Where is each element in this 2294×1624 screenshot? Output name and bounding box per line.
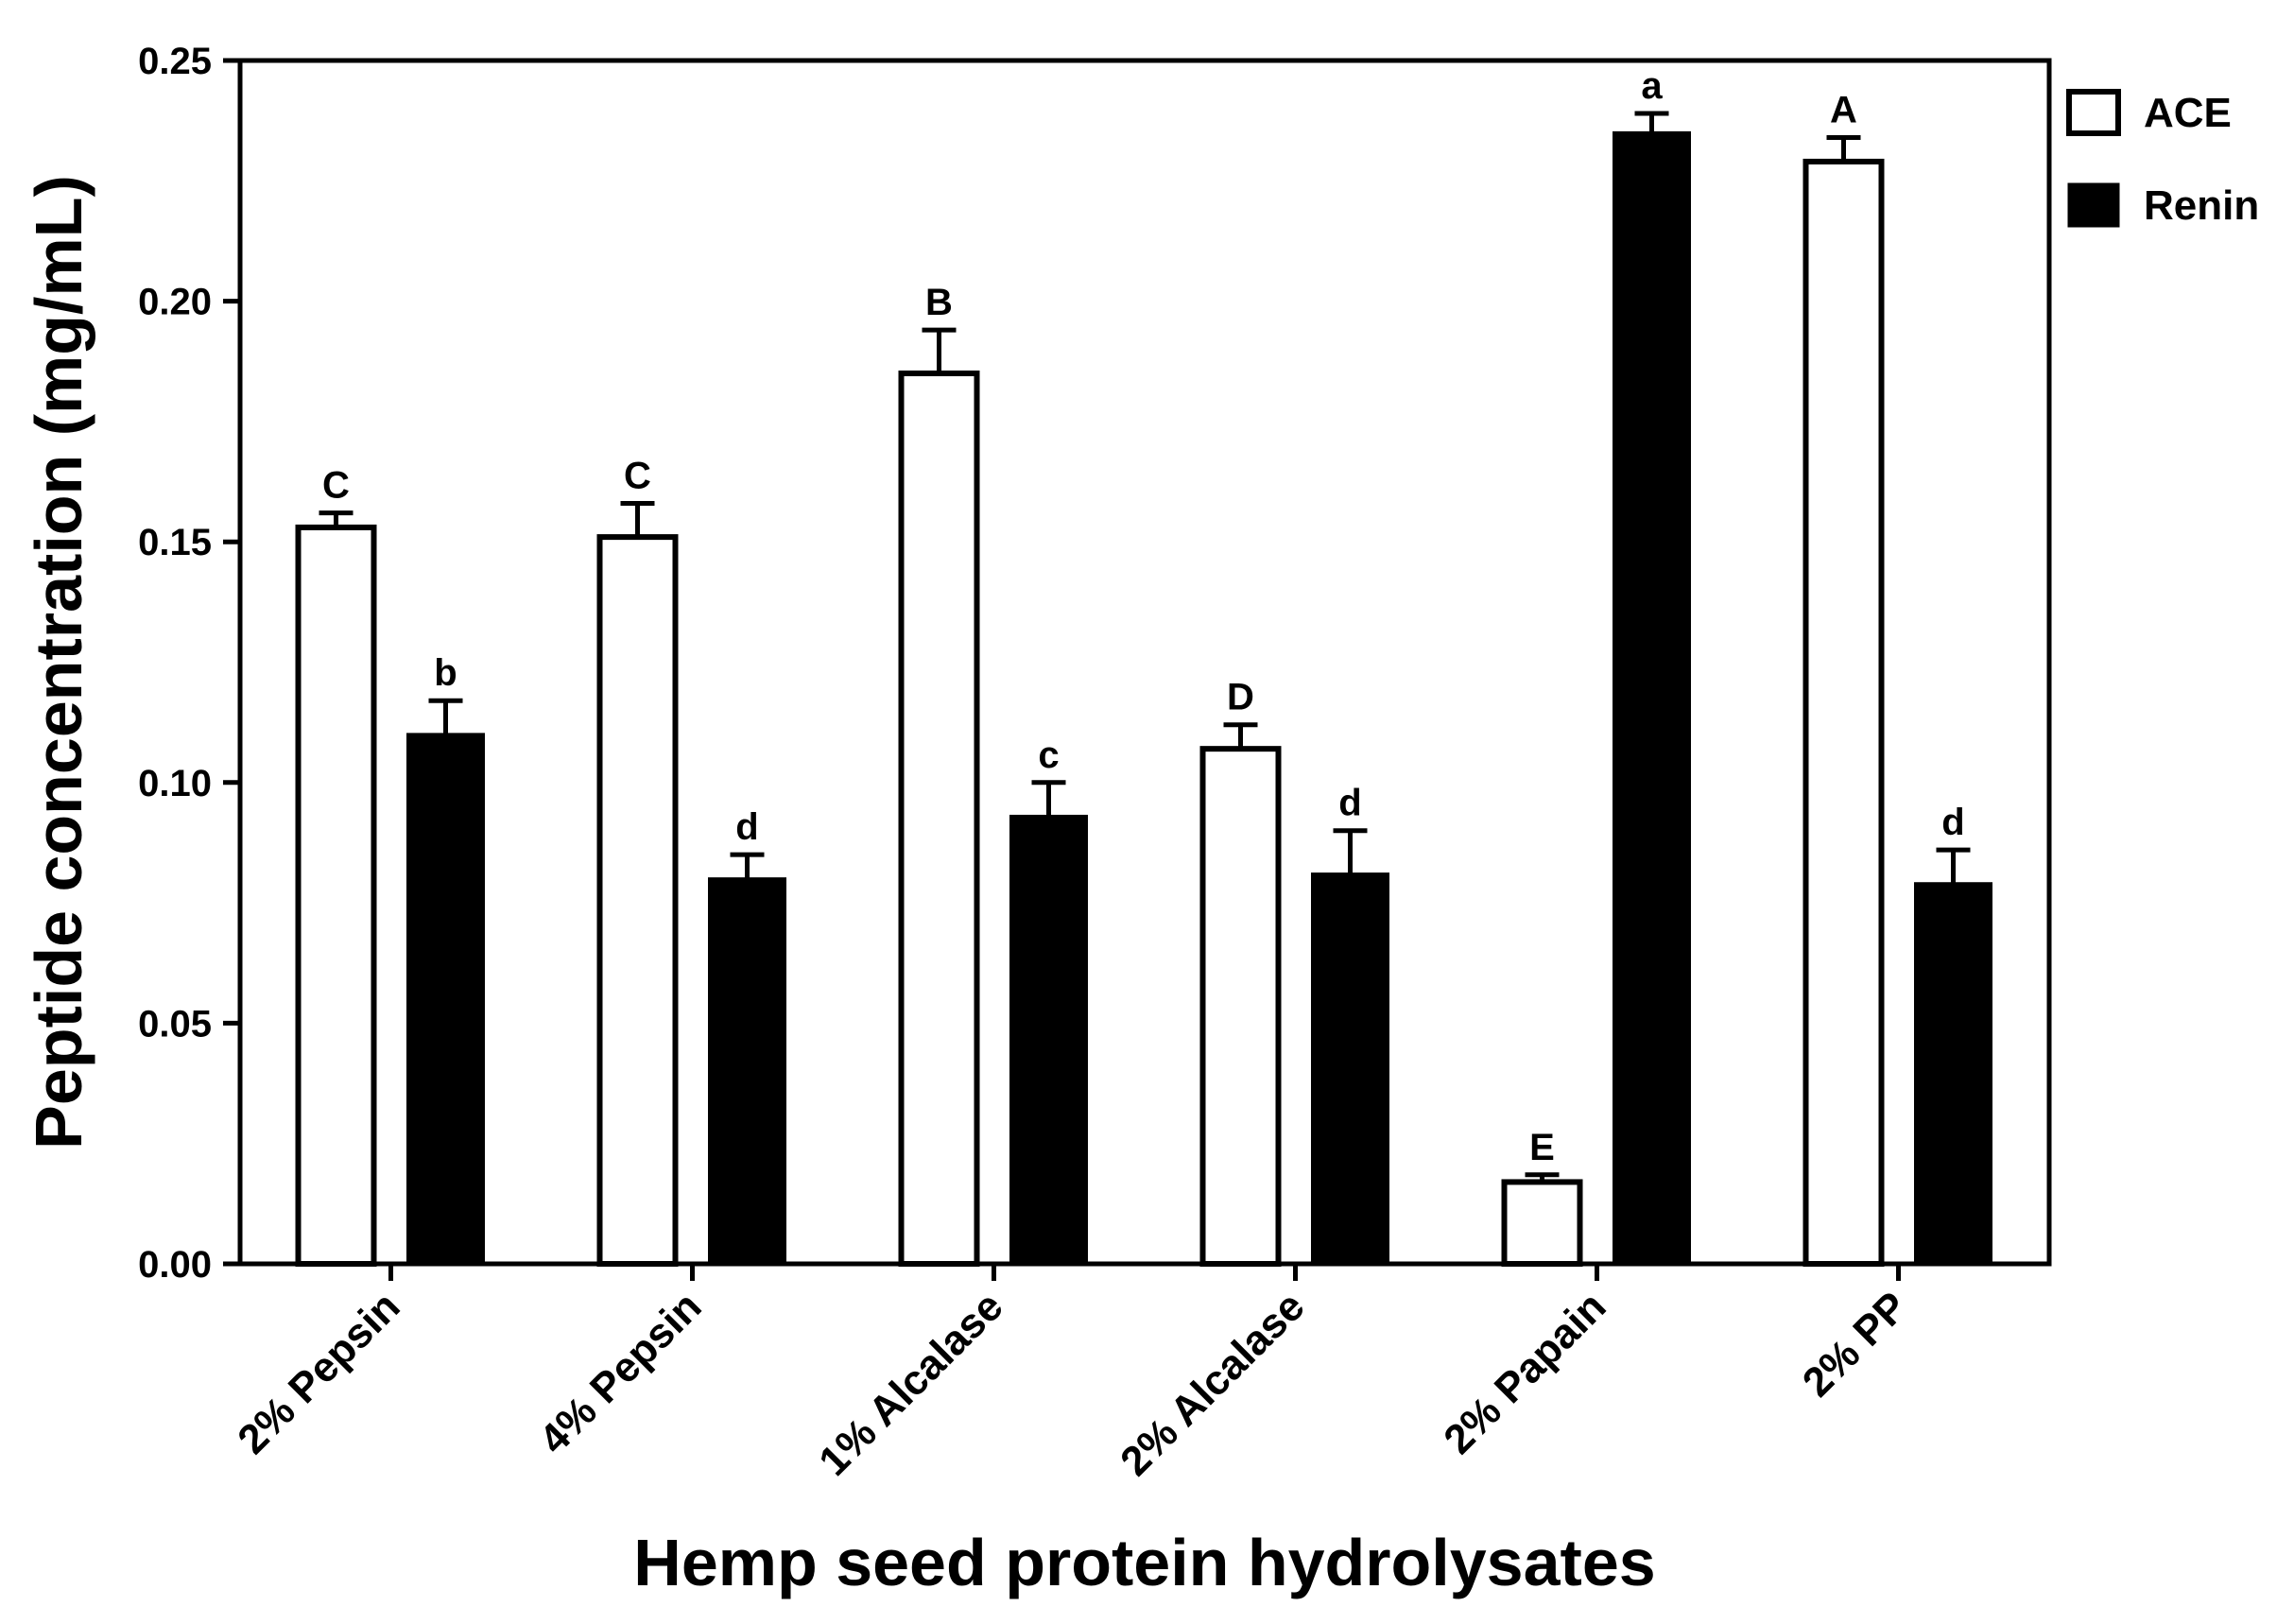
bar-ace [596, 534, 679, 1267]
significance-label: d [735, 806, 758, 848]
x-tick-label: 2% PP [1794, 1283, 1917, 1406]
y-tick-label: 0.15 [138, 522, 212, 563]
significance-label: c [1038, 734, 1059, 776]
legend-label: Renin [2144, 182, 2259, 229]
legend: ACE Renin [2066, 89, 2259, 229]
significance-label: A [1830, 89, 1857, 130]
bar-ace [1802, 158, 1885, 1267]
y-axis-title: Peptide concentration (mg/mL) [22, 175, 95, 1149]
bar-ace [1501, 1179, 1583, 1268]
significance-label: B [925, 282, 953, 323]
y-tick-label: 0.10 [138, 763, 212, 804]
bar-renin [1914, 882, 1992, 1266]
x-tick-label: 4% Pepsin [530, 1283, 710, 1462]
y-tick-label: 0.25 [138, 41, 212, 82]
significance-label: C [322, 465, 350, 507]
significance-label: d [1338, 783, 1361, 824]
bar-renin [708, 877, 786, 1266]
bar-renin [1009, 814, 1088, 1266]
significance-label: D [1227, 677, 1254, 718]
significance-label: b [434, 652, 457, 694]
significance-label: C [624, 455, 651, 496]
plot-frame [237, 58, 2052, 1267]
bar-ace [295, 524, 377, 1267]
x-tick-label: 2% Papain [1435, 1283, 1614, 1462]
bar-renin [406, 733, 485, 1266]
x-axis-title: Hemp seed protein hydrolysates [633, 1526, 1655, 1599]
significance-label: d [1941, 802, 1964, 843]
significance-label: a [1641, 65, 1663, 107]
bar-ace [898, 370, 980, 1268]
y-tick-label: 0.20 [138, 282, 212, 323]
chart-marks: Cb Cd Bc Dd Ea Ad [295, 65, 1992, 1268]
y-tick-label: 0.00 [138, 1244, 212, 1286]
x-tick-label: 2% Alcalase [1112, 1283, 1313, 1484]
legend-swatch-renin [2067, 182, 2120, 228]
bar-renin [1311, 872, 1389, 1266]
x-tick-label: 2% Pepsin [229, 1283, 408, 1462]
legend-label: ACE [2144, 90, 2232, 136]
significance-label: E [1529, 1127, 1555, 1168]
bar-renin [1613, 130, 1691, 1266]
legend-swatch-ace [2066, 89, 2121, 136]
y-tick-label: 0.05 [138, 1003, 212, 1045]
bar-ace [1199, 746, 1282, 1267]
x-tick-label: 1% Alcalase [810, 1283, 1011, 1484]
